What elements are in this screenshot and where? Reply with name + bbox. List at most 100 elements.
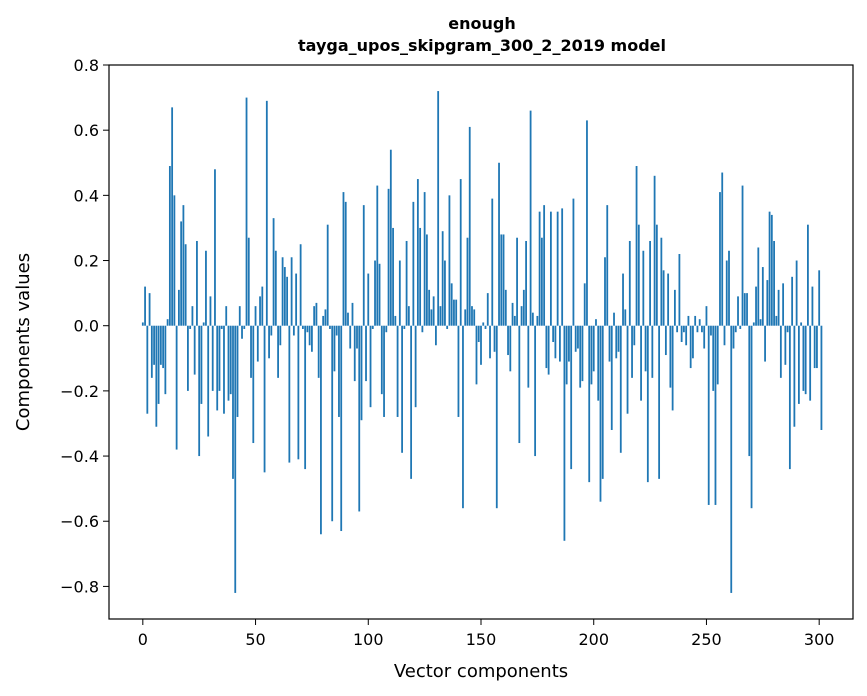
bar-component-56 [268, 325, 270, 359]
bar-component-181 [549, 211, 552, 326]
bar-component-257 [721, 172, 724, 326]
bar-component-121 [414, 325, 417, 408]
bar-component-116 [403, 325, 406, 329]
bar-component-11 [166, 319, 169, 326]
bar-component-63 [283, 267, 286, 326]
bar-component-184 [556, 211, 559, 326]
bar-component-288 [791, 276, 794, 326]
bar-component-243 [689, 325, 692, 369]
bar-series [141, 91, 823, 593]
bar-component-176 [538, 211, 541, 326]
bar-component-84 [331, 325, 334, 522]
bar-component-33 [216, 325, 219, 411]
bar-component-110 [389, 149, 392, 326]
bar-component-23 [193, 325, 196, 375]
bar-component-298 [813, 325, 816, 369]
bar-component-212 [619, 325, 622, 453]
bar-component-197 [586, 120, 588, 326]
bar-component-78 [317, 325, 320, 378]
bar-component-251 [707, 325, 710, 505]
bar-component-24 [196, 240, 198, 326]
bar-component-25 [198, 325, 201, 457]
bar-component-179 [545, 325, 548, 369]
bar-component-92 [349, 325, 352, 349]
bar-component-87 [338, 325, 340, 417]
bar-component-127 [428, 289, 431, 326]
bar-component-126 [425, 234, 428, 326]
bar-component-36 [223, 325, 225, 414]
bar-component-118 [407, 306, 410, 326]
bar-component-196 [583, 283, 586, 326]
bar-component-169 [522, 289, 525, 326]
bar-component-254 [714, 325, 717, 505]
y-tick-label: 0.8 [74, 56, 99, 75]
bar-component-39 [229, 325, 232, 395]
bar-component-4 [150, 325, 153, 378]
bar-component-155 [491, 198, 494, 326]
bar-component-165 [513, 315, 516, 326]
bar-component-145 [468, 126, 471, 326]
bar-component-125 [423, 192, 426, 326]
bar-component-259 [725, 260, 728, 326]
bar-component-111 [392, 227, 394, 326]
bar-component-59 [274, 250, 277, 326]
bar-component-136 [448, 195, 451, 326]
bar-component-226 [651, 325, 654, 378]
bar-component-290 [795, 260, 798, 326]
bar-component-106 [380, 325, 383, 395]
y-tick-label: 0.4 [74, 186, 99, 205]
bar-component-90 [344, 201, 347, 326]
bar-component-53 [261, 286, 264, 326]
y-tick-label: −0.4 [60, 447, 99, 466]
bar-component-198 [588, 325, 591, 483]
bar-component-269 [748, 325, 751, 457]
bar-component-235 [671, 325, 674, 411]
x-tick-label: 150 [466, 630, 497, 649]
bar-component-175 [536, 315, 539, 326]
bar-component-17 [180, 221, 183, 326]
bar-component-214 [624, 309, 627, 326]
bar-component-277 [766, 280, 769, 326]
bar-component-8 [159, 325, 162, 365]
bar-component-224 [646, 325, 649, 483]
bar-component-119 [410, 325, 413, 479]
bar-component-249 [703, 325, 706, 349]
bar-component-101 [369, 325, 372, 408]
bar-component-149 [477, 325, 480, 342]
bar-component-144 [466, 237, 469, 326]
bar-component-73 [306, 325, 309, 333]
bar-component-192 [574, 325, 577, 352]
bar-component-51 [256, 325, 259, 362]
chart-title-line-2: tayga_upos_skipgram_300_2_2019 model [298, 36, 666, 55]
bar-component-49 [252, 325, 255, 444]
bar-component-171 [527, 325, 530, 388]
x-tick-label: 0 [138, 630, 148, 649]
bar-component-281 [775, 315, 778, 326]
bar-component-228 [655, 224, 658, 326]
bar-component-3 [148, 293, 151, 326]
bar-component-142 [462, 325, 464, 509]
bar-component-89 [342, 192, 345, 326]
bar-component-285 [784, 325, 787, 365]
bar-component-15 [175, 325, 178, 450]
bar-component-180 [547, 325, 550, 375]
y-tick-label: −0.6 [60, 512, 99, 531]
y-axis-ticks: −0.8 −0.6 −0.4 −0.2 0.0 0.2 0.4 0.6 0.8 [60, 56, 109, 596]
bar-component-44 [241, 325, 243, 339]
bar-component-148 [475, 325, 478, 385]
bar-component-279 [770, 214, 773, 326]
bar-component-60 [277, 325, 279, 378]
bar-component-216 [628, 240, 631, 326]
bar-component-152 [484, 325, 487, 329]
bar-component-242 [687, 315, 690, 326]
bar-component-35 [220, 325, 223, 329]
bar-component-220 [637, 224, 640, 326]
bar-component-244 [692, 325, 694, 359]
bar-component-14 [173, 195, 176, 326]
bar-component-122 [416, 179, 419, 326]
bar-component-217 [631, 325, 633, 378]
bar-component-218 [633, 325, 636, 346]
bar-component-295 [807, 224, 809, 326]
bar-component-5 [153, 325, 155, 365]
bar-component-158 [498, 162, 500, 326]
